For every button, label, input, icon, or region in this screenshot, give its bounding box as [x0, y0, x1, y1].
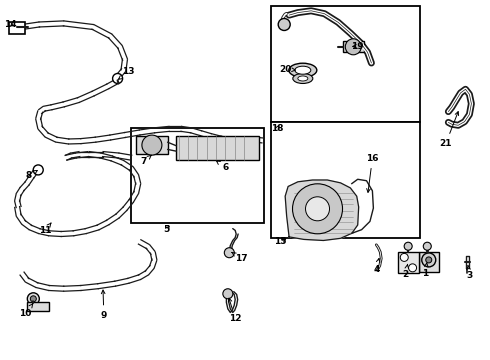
- Text: 4: 4: [373, 258, 380, 274]
- Circle shape: [400, 253, 408, 261]
- Text: 3: 3: [466, 265, 472, 280]
- Ellipse shape: [289, 63, 317, 77]
- Bar: [419, 252, 439, 272]
- Circle shape: [423, 242, 431, 250]
- Circle shape: [426, 257, 432, 263]
- Circle shape: [404, 242, 412, 250]
- Circle shape: [30, 296, 36, 302]
- Circle shape: [223, 289, 233, 299]
- Circle shape: [33, 165, 43, 175]
- Bar: [136, 136, 168, 154]
- Text: 2: 2: [403, 264, 409, 279]
- Bar: [271, 6, 420, 122]
- Bar: [343, 41, 364, 52]
- Text: 14: 14: [4, 20, 17, 29]
- Text: 16: 16: [366, 154, 379, 192]
- Circle shape: [422, 253, 436, 267]
- Text: 5: 5: [164, 225, 170, 234]
- Text: 20: 20: [279, 65, 295, 74]
- Bar: [398, 252, 419, 273]
- Text: 19: 19: [351, 41, 364, 50]
- Circle shape: [113, 73, 122, 84]
- Polygon shape: [285, 180, 359, 240]
- Text: 9: 9: [100, 290, 107, 320]
- Text: 12: 12: [228, 298, 242, 323]
- Text: 15: 15: [274, 238, 287, 247]
- Circle shape: [278, 18, 290, 31]
- Bar: [271, 122, 420, 238]
- Text: 17: 17: [232, 252, 247, 263]
- Ellipse shape: [295, 66, 311, 74]
- Circle shape: [409, 264, 416, 272]
- Bar: [176, 136, 259, 160]
- Circle shape: [293, 184, 343, 234]
- Circle shape: [306, 197, 329, 221]
- Circle shape: [224, 248, 234, 258]
- Text: 21: 21: [440, 112, 459, 148]
- Ellipse shape: [293, 73, 313, 84]
- Text: 11: 11: [39, 223, 51, 235]
- Text: 8: 8: [25, 170, 37, 180]
- Bar: [9, 22, 25, 34]
- Text: 1: 1: [422, 263, 428, 278]
- Text: 18: 18: [270, 124, 283, 133]
- Text: 7: 7: [140, 155, 151, 166]
- Text: 6: 6: [217, 161, 228, 172]
- Bar: [131, 128, 264, 223]
- Ellipse shape: [298, 76, 308, 81]
- Text: 10: 10: [19, 303, 33, 318]
- Bar: [27, 302, 49, 311]
- Circle shape: [142, 135, 162, 155]
- Text: 13: 13: [119, 68, 135, 79]
- Circle shape: [345, 39, 361, 55]
- Circle shape: [27, 293, 39, 305]
